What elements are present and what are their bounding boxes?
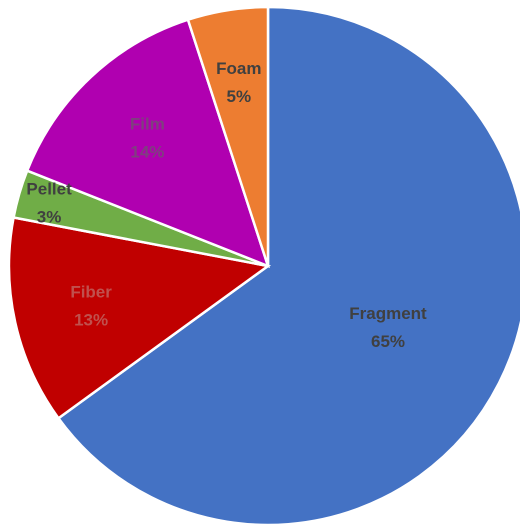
pie-slice-fiber bbox=[7, 216, 272, 420]
slice-percent-fragment: 65% bbox=[371, 332, 405, 351]
slice-label-foam: Foam bbox=[216, 59, 261, 78]
pie-labels: Fragment 65% Fiber 13% Pellet 3% Film 14% Foam 5% bbox=[26, 59, 427, 351]
slice-label-film: Film bbox=[130, 115, 165, 134]
slice-percent-foam: 5% bbox=[227, 87, 252, 106]
slice-label-fragment: Fragment bbox=[349, 304, 427, 323]
slice-percent-fiber: 13% bbox=[74, 311, 108, 330]
pie-slice-fragment bbox=[56, 5, 520, 524]
pie-slice-foam bbox=[186, 5, 270, 267]
slice-label-pellet: Pellet bbox=[26, 179, 72, 198]
slice-percent-film: 14% bbox=[130, 143, 164, 162]
pie-slices bbox=[7, 5, 520, 524]
slice-percent-pellet: 3% bbox=[37, 207, 62, 226]
slice-label-fiber: Fiber bbox=[70, 283, 112, 302]
